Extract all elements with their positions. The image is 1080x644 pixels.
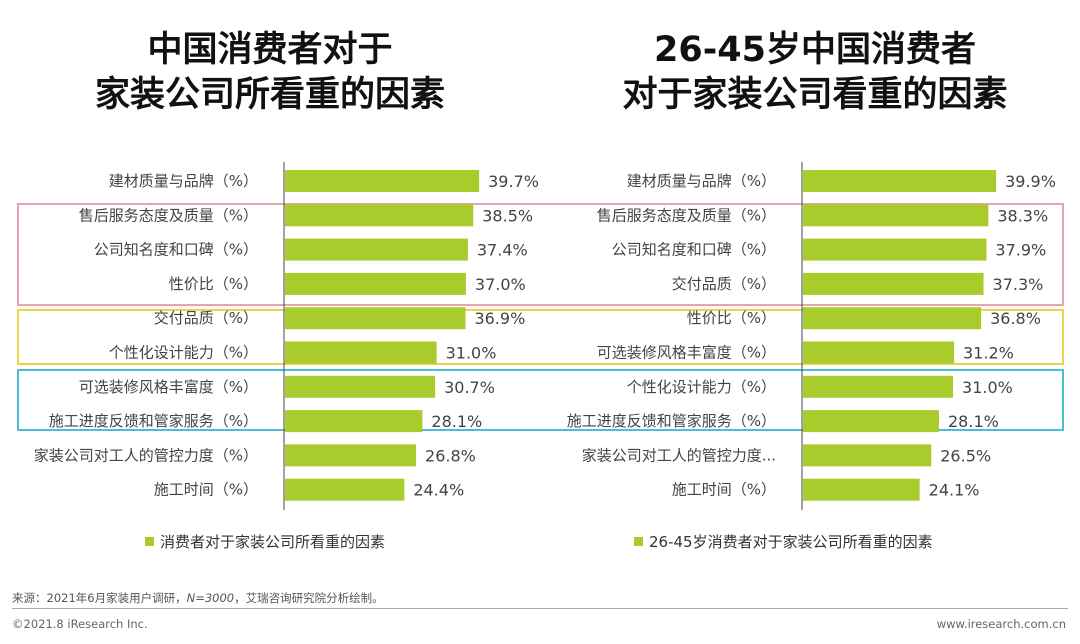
data-label: 26.8% — [425, 446, 476, 465]
right-title-line-2: 对于家装公司看重的因素 — [622, 75, 1008, 115]
bar — [285, 204, 474, 227]
bar — [803, 170, 997, 192]
bar — [803, 375, 954, 398]
data-label: 37.0% — [475, 275, 526, 294]
category-label: 交付品质（%） — [672, 275, 776, 293]
bar — [285, 238, 468, 261]
bar — [285, 307, 466, 330]
left-chart-title: 中国消费者对于 家装公司所看重的因素 — [0, 28, 540, 118]
bar — [803, 410, 940, 433]
bar — [285, 478, 405, 501]
bar — [285, 341, 437, 364]
data-label: 38.5% — [482, 206, 533, 225]
data-label: 39.7% — [488, 172, 539, 191]
data-label: 37.4% — [477, 241, 528, 260]
legend-swatch — [145, 537, 154, 546]
category-label: 可选装修风格丰富度（%） — [597, 344, 776, 362]
bar — [285, 444, 417, 467]
highlight-box-yellow — [17, 309, 1064, 365]
category-label: 施工进度反馈和管家服务（%） — [567, 412, 776, 430]
data-label: 24.1% — [929, 481, 980, 500]
bar — [803, 204, 989, 227]
data-label: 28.1% — [431, 412, 482, 431]
bar — [285, 410, 423, 433]
category-label: 个性化设计能力（%） — [627, 378, 776, 396]
footer-divider — [12, 608, 1068, 609]
bar — [803, 307, 982, 330]
left-title-line-1: 中国消费者对于 — [147, 30, 393, 70]
source-note: 来源：2021年6月家装用户调研，N=3000，艾瑞咨询研究院分析绘制。 — [12, 590, 384, 606]
category-label: 可选装修风格丰富度（%） — [79, 378, 258, 396]
highlight-box-blue — [17, 369, 1064, 431]
data-label: 36.9% — [474, 309, 525, 328]
legend-swatch — [634, 537, 643, 546]
source-suffix: ，艾瑞咨询研究院分析绘制。 — [234, 591, 384, 605]
category-label: 公司知名度和口碑（%） — [94, 241, 258, 259]
data-label: 24.4% — [413, 481, 464, 500]
category-label: 性价比（%） — [169, 275, 258, 293]
category-label: 交付品质（%） — [154, 309, 258, 327]
bar — [285, 272, 466, 295]
data-label: 37.3% — [993, 275, 1044, 294]
data-label: 36.8% — [990, 309, 1041, 328]
highlight-box-pink — [17, 203, 1064, 306]
legend-label: 26-45岁消费者对于家装公司所看重的因素 — [649, 533, 933, 551]
category-label: 施工进度反馈和管家服务（%） — [49, 412, 258, 430]
category-label: 个性化设计能力（%） — [109, 344, 258, 362]
data-label: 31.2% — [963, 344, 1014, 363]
bar — [803, 444, 932, 467]
category-label: 售后服务态度及质量（%） — [597, 206, 776, 224]
category-label: 家装公司对工人的管控力度（%） — [34, 446, 258, 464]
data-label: 28.1% — [948, 412, 999, 431]
category-label: 性价比（%） — [687, 309, 776, 327]
category-label: 家装公司对工人的管控力度... — [582, 446, 776, 464]
bar — [285, 375, 436, 398]
category-label: 施工时间（%） — [154, 481, 258, 499]
bar — [803, 238, 987, 261]
data-label: 37.9% — [995, 241, 1046, 260]
right-title-line-1: 26-45岁中国消费者 — [654, 30, 976, 70]
bar — [803, 478, 920, 501]
source-prefix: 来源：2021年6月家装用户调研， — [12, 591, 187, 605]
data-label: 26.5% — [940, 446, 991, 465]
bar — [803, 341, 955, 364]
category-label: 建材质量与品牌（%） — [627, 172, 776, 190]
data-label: 39.9% — [1005, 172, 1056, 191]
category-label: 施工时间（%） — [672, 481, 776, 499]
data-label: 31.0% — [962, 378, 1013, 397]
category-label: 售后服务态度及质量（%） — [79, 206, 258, 224]
sample-size: N=3000 — [186, 591, 235, 605]
right-chart-title: 26-45岁中国消费者 对于家装公司看重的因素 — [545, 28, 1080, 118]
category-label: 建材质量与品牌（%） — [109, 172, 258, 190]
copyright: ©2021.8 iResearch Inc. — [12, 617, 148, 631]
left-title-line-2: 家装公司所看重的因素 — [94, 75, 445, 115]
legend-label: 消费者对于家装公司所看重的因素 — [160, 533, 385, 551]
data-label: 31.0% — [446, 344, 497, 363]
bar — [285, 170, 480, 192]
category-label: 公司知名度和口碑（%） — [612, 241, 776, 259]
data-label: 30.7% — [444, 378, 495, 397]
data-label: 38.3% — [997, 206, 1048, 225]
bar — [803, 272, 984, 295]
website-link[interactable]: www.iresearch.com.cn — [936, 617, 1066, 631]
